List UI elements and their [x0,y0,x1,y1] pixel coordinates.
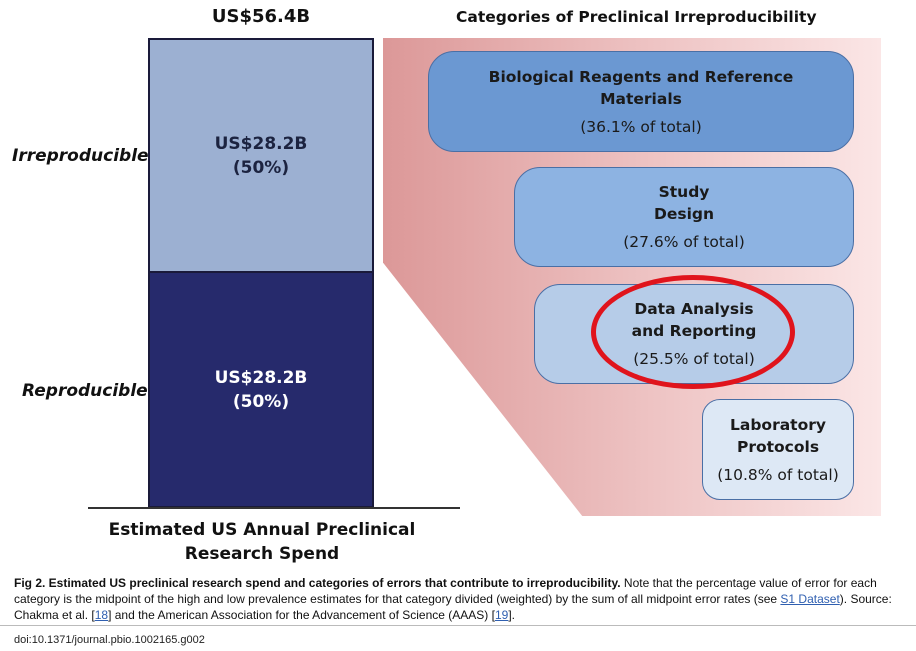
figure-caption-title: Fig 2. Estimated US preclinical research… [14,576,621,590]
doi-label: doi:10.1371/journal.pbio.1002165.g002 [14,634,205,646]
categories-panel-title: Categories of Preclinical Irreproducibil… [456,8,817,26]
segment-percent: (50%) [232,157,290,178]
x-axis-baseline [88,507,460,509]
category-box: Biological Reagents and Reference Materi… [428,51,854,152]
segment-value-label: US$28.2B (50%) [215,132,308,180]
category-name: Study Design [653,183,715,223]
series-label-reproducible: Reproducible [22,381,148,401]
bar-segment-irreproducible: US$28.2B (50%) [148,38,374,273]
category-name: Laboratory Protocols [730,415,826,456]
caption-text: ] and the American Association for the A… [108,608,495,622]
caption-text: Note that the percentage value of error … [14,576,877,606]
caption-text: ]. [508,608,515,622]
figure-caption: Fig 2. Estimated US preclinical research… [14,575,906,623]
segment-amount: US$28.2B [214,133,308,154]
category-name: Biological Reagents and Reference Materi… [488,67,794,108]
s1-dataset-link[interactable]: S1 Dataset [780,592,840,606]
category-box: Laboratory Protocols (10.8% of total) [702,399,854,500]
category-percent: (27.6% of total) [623,233,745,251]
divider [0,625,916,626]
highlight-ring [591,275,795,389]
series-label-irreproducible: Irreproducible [12,146,149,166]
segment-amount: US$28.2B [214,367,308,388]
category-percent: (10.8% of total) [717,465,839,484]
category-percent: (36.1% of total) [580,117,702,136]
category-box: Study Design (27.6% of total) [514,167,854,267]
reference-18-link[interactable]: 18 [94,608,109,622]
segment-value-label: US$28.2B (50%) [215,366,308,414]
reference-19-link[interactable]: 19 [494,608,509,622]
caption-text: ). Source: Chakma et al. [ [14,592,892,622]
total-spend-label: US$56.4B [211,6,311,27]
segment-percent: (50%) [232,391,290,412]
x-axis-label: Estimated US Annual Preclinical Research… [108,520,416,564]
bar-segment-reproducible: US$28.2B (50%) [148,273,374,508]
